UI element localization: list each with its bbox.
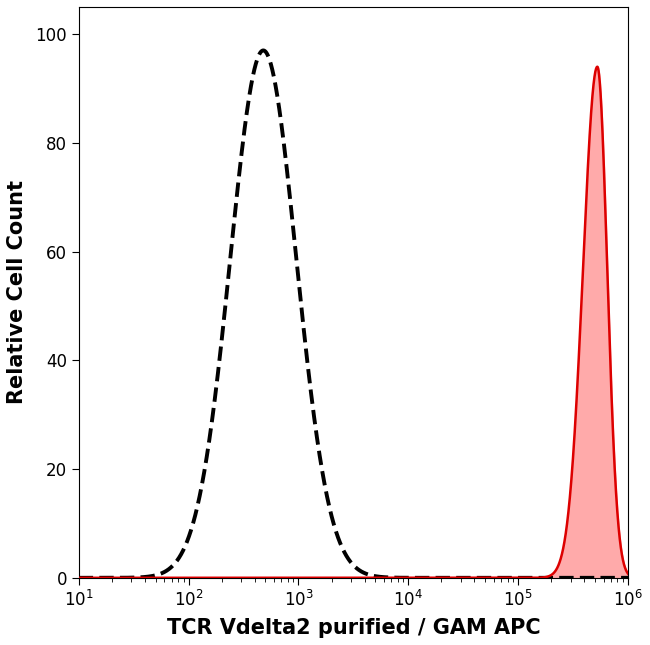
X-axis label: TCR Vdelta2 purified / GAM APC: TCR Vdelta2 purified / GAM APC <box>166 618 540 638</box>
Y-axis label: Relative Cell Count: Relative Cell Count <box>7 181 27 404</box>
